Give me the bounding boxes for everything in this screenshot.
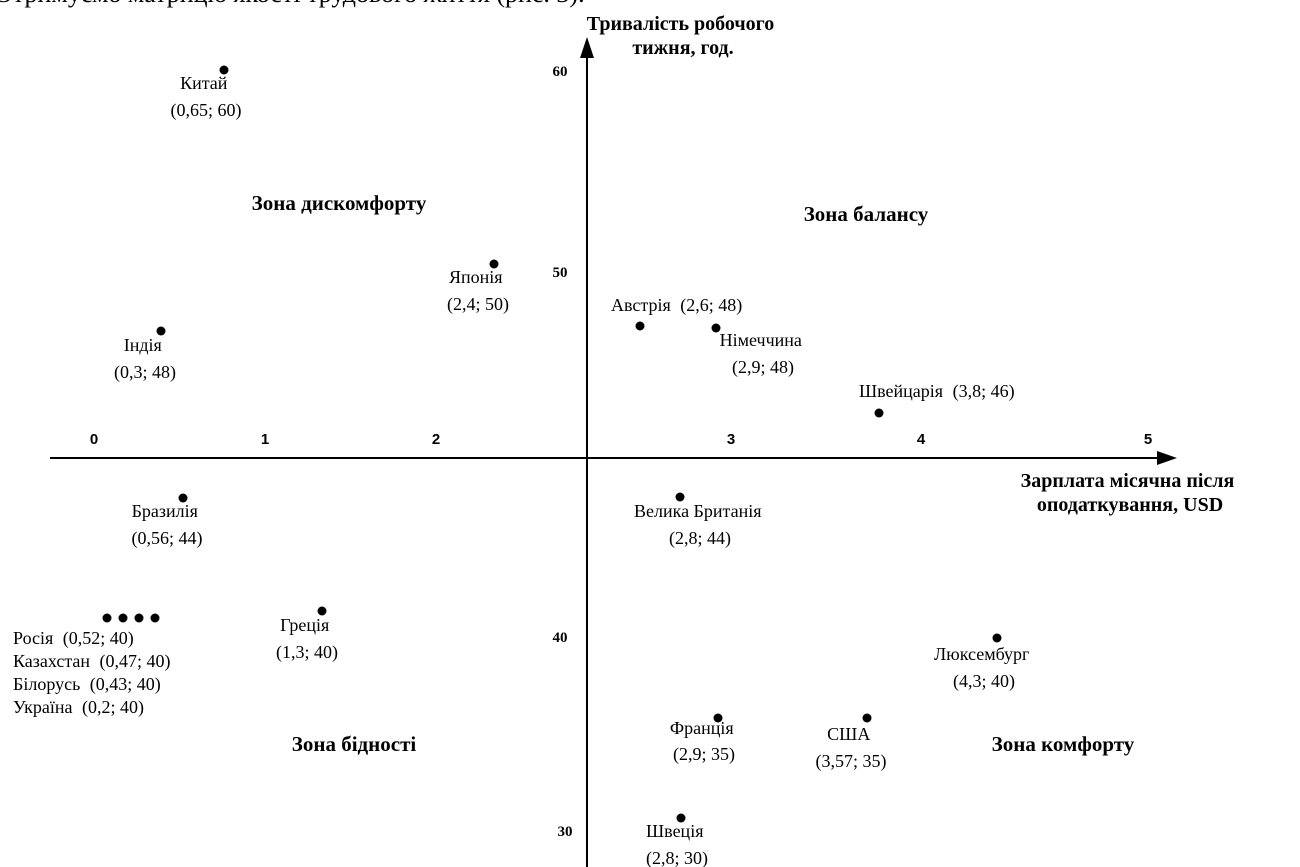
zone-label-discomfort: Зона дискомфорту	[252, 191, 427, 215]
point-coords: (2,9; 48)	[732, 357, 794, 378]
point-coords: (2,4; 50)	[447, 294, 509, 315]
x-tick-label: 0	[90, 431, 98, 448]
point-coords: (3,57; 35)	[816, 751, 887, 772]
point-name: Індія	[124, 335, 162, 355]
data-point	[219, 65, 229, 75]
x-tick-label: 2	[432, 431, 440, 448]
data-point	[676, 813, 686, 823]
x-tick-label: 5	[1144, 431, 1152, 448]
x-tick-label: 4	[917, 431, 926, 448]
y-tick-label: 30	[558, 824, 573, 840]
point-label-greece: Греція (1,3; 40)	[276, 615, 338, 663]
data-point	[711, 323, 721, 333]
point-coords: (0,65; 60)	[171, 100, 242, 121]
y-axis-arrow	[580, 37, 594, 58]
point-label-ukraine: Україна (0,2; 40)	[13, 697, 144, 718]
point-label-india: Індія (0,3; 48)	[114, 335, 176, 383]
data-points	[102, 65, 1002, 823]
y-axis-title-line-1: Тривалість робочого	[587, 13, 774, 35]
data-point	[489, 259, 499, 269]
point-label-usa: США (3,57; 35)	[816, 724, 887, 772]
point-name: США	[827, 724, 870, 744]
point-label-austria: Австрія (2,6; 48)	[611, 295, 742, 316]
point-label-uk: Велика Британія (2,8; 44)	[634, 501, 766, 549]
data-point	[150, 613, 160, 623]
point-name: Україна	[13, 697, 73, 717]
x-axis-arrow	[1157, 451, 1177, 465]
y-axis-title-line-2: тижня, год.	[632, 37, 733, 59]
data-point	[862, 713, 872, 723]
point-coords: (3,8; 46)	[953, 381, 1015, 402]
data-point	[178, 493, 188, 503]
point-name: Росія	[13, 628, 53, 648]
x-tick-label: 1	[261, 431, 269, 448]
point-label-kazakhstan: Казахстан (0,47; 40)	[13, 651, 171, 672]
header-text-fragment: Отримуємо матрицю якості трудового життя…	[0, 0, 585, 8]
zone-label-balance: Зона балансу	[804, 202, 929, 226]
data-point	[675, 492, 685, 502]
point-coords: (0,52; 40)	[63, 628, 134, 649]
point-label-china: Китай (0,65; 60)	[171, 73, 242, 121]
point-coords: (4,3; 40)	[953, 671, 1015, 692]
point-labels: Китай (0,65; 60) Японія (2,4; 50) Індія …	[13, 73, 1034, 867]
point-coords: (2,8; 44)	[669, 528, 731, 549]
y-tick-label: 40	[553, 630, 568, 646]
point-name: Швеція	[646, 821, 703, 841]
point-name: Казахстан	[13, 651, 90, 671]
point-coords: (2,9; 35)	[673, 744, 735, 765]
data-point	[992, 633, 1002, 643]
point-label-germany: Німеччина (2,9; 48)	[720, 330, 807, 378]
data-point	[156, 326, 166, 336]
point-name: Білорусь	[13, 674, 80, 694]
point-name: Бразилія	[132, 501, 198, 521]
point-name: Велика Британія	[634, 501, 762, 521]
x-axis-title-line-1: Зарплата місячна після	[1021, 470, 1235, 492]
zone-label-comfort: Зона комфорту	[992, 732, 1135, 756]
point-name: Японія	[449, 267, 503, 287]
point-coords: (2,6; 48)	[680, 295, 742, 316]
y-axis-title: Тривалість робочого тижня, год.	[587, 13, 779, 59]
point-name: Австрія	[611, 295, 671, 315]
point-label-belarus: Білорусь (0,43; 40)	[13, 674, 161, 695]
y-tick-label: 60	[553, 64, 568, 80]
x-tick-label: 3	[727, 431, 735, 448]
x-axis-title: Зарплата місячна після оподаткування, US…	[1021, 470, 1240, 516]
zone-label-poverty: Зона бідності	[292, 732, 417, 756]
point-name: Китай	[180, 73, 228, 93]
point-label-brazil: Бразилія (0,56; 44)	[132, 501, 203, 549]
point-label-switzerland: Швейцарія (3,8; 46)	[859, 381, 1015, 402]
point-name: Швейцарія	[859, 381, 943, 401]
point-name: Греція	[280, 615, 329, 635]
point-coords: (1,3; 40)	[276, 642, 338, 663]
point-name: Люксембург	[934, 644, 1029, 664]
point-name: Німеччина	[720, 330, 802, 350]
point-label-russia: Росія (0,52; 40)	[13, 628, 134, 649]
data-point	[317, 606, 327, 616]
point-coords: (2,8; 30)	[646, 848, 708, 867]
point-coords: (0,47; 40)	[100, 651, 171, 672]
x-axis-title-line-2: оподаткування, USD	[1037, 494, 1223, 516]
point-label-luxembourg: Люксембург (4,3; 40)	[934, 644, 1034, 692]
y-tick-label: 50	[553, 265, 568, 281]
point-label-france: Франція (2,9; 35)	[670, 718, 738, 765]
point-coords: (0,56; 44)	[132, 528, 203, 549]
point-coords: (0,3; 48)	[114, 362, 176, 383]
point-label-sweden: Швеція (2,8; 30)	[646, 821, 708, 867]
point-label-japan: Японія (2,4; 50)	[447, 267, 509, 315]
data-point	[118, 613, 128, 623]
data-point	[102, 613, 112, 623]
point-name: Франція	[670, 718, 734, 738]
point-coords: (0,2; 40)	[82, 697, 144, 718]
data-point	[134, 613, 144, 623]
data-point	[713, 713, 723, 723]
data-point	[635, 321, 645, 331]
data-point	[874, 408, 884, 418]
point-coords: (0,43; 40)	[90, 674, 161, 695]
